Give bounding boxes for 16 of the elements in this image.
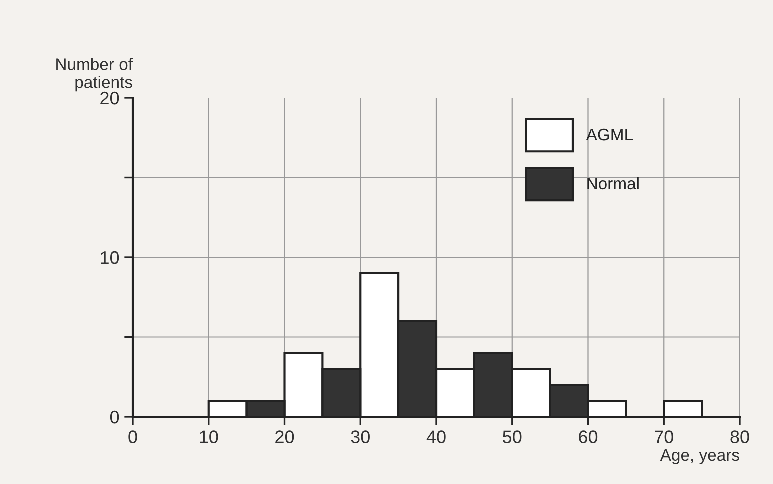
x-axis-title: Age, years [660,450,740,464]
x-tick-label: 70 [655,430,674,444]
x-tick-label: 0 [128,430,138,444]
y-tick-label: 10 [101,251,120,264]
x-tick-label: 10 [200,430,218,444]
legend-label: AGML [586,128,633,141]
y-axis-title: Number of patients [56,58,134,92]
x-tick-label: 50 [503,430,522,444]
x-tick-label: 30 [351,430,370,444]
y-tick-label: 0 [110,410,120,424]
x-tick-label: 20 [276,430,294,444]
x-tick-label: 40 [426,430,446,444]
x-tick-label: 80 [730,430,750,444]
y-tick-label: 20 [100,92,120,105]
legend-label: Normal [588,177,639,190]
x-tick-label: 60 [579,430,598,444]
